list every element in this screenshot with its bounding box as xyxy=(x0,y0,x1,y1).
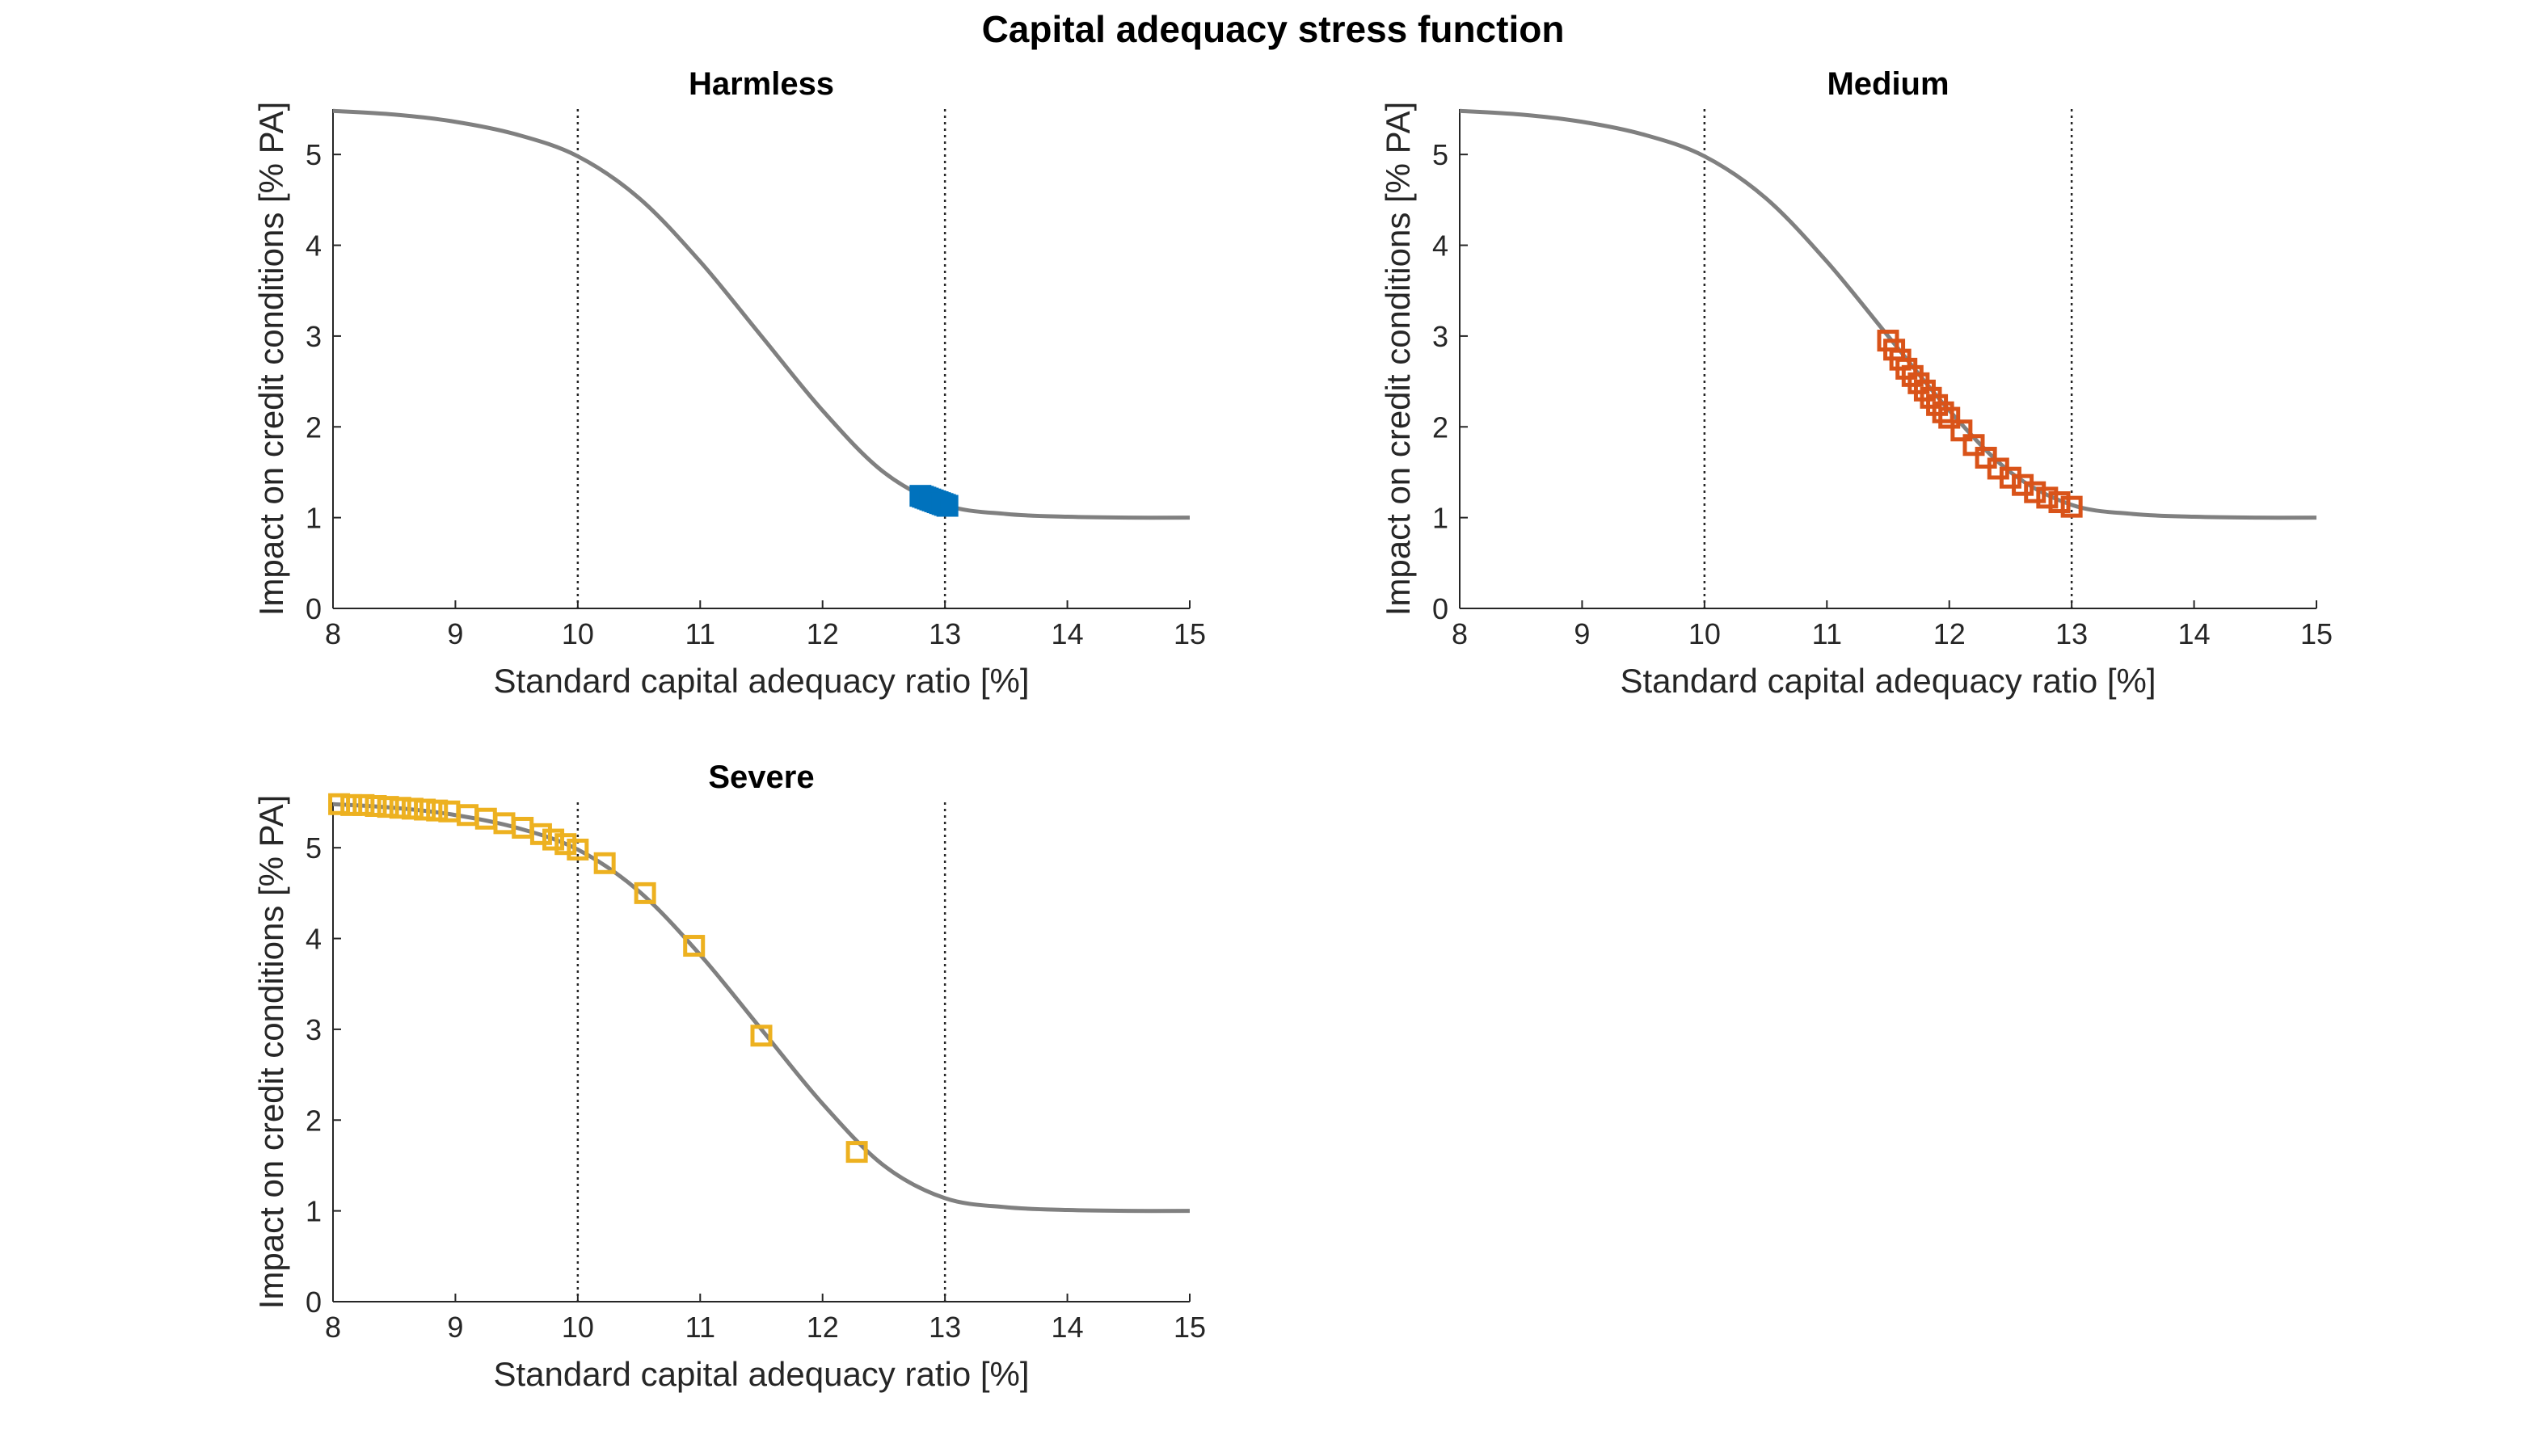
data-marker xyxy=(750,1025,773,1047)
figure-title: Capital adequacy stress function xyxy=(982,8,1565,50)
data-marker xyxy=(377,796,399,818)
x-tick-label: 8 xyxy=(325,617,341,650)
data-marker xyxy=(365,794,387,817)
y-tick-label: 1 xyxy=(1432,502,1448,535)
y-tick-label: 3 xyxy=(306,1013,322,1046)
y-tick-label: 2 xyxy=(306,1104,322,1137)
y-tick-label: 4 xyxy=(306,923,322,956)
x-tick-label: 8 xyxy=(1452,617,1468,650)
data-marker xyxy=(593,852,616,874)
data-marker xyxy=(542,828,565,851)
data-marker xyxy=(683,935,706,957)
subplot-title: Severe xyxy=(708,760,814,795)
y-tick-label: 5 xyxy=(1432,138,1448,171)
stress-curve xyxy=(1459,108,2317,520)
x-tick-label: 15 xyxy=(1174,617,1206,650)
x-tick-label: 9 xyxy=(1574,617,1590,650)
data-marker xyxy=(328,793,351,815)
x-tick-label: 10 xyxy=(562,617,594,650)
x-tick-label: 12 xyxy=(807,1311,839,1344)
x-tick-label: 11 xyxy=(685,1311,715,1344)
data-marker xyxy=(2048,491,2071,514)
x-tick-label: 14 xyxy=(2178,617,2211,650)
x-axis-label: Standard capital adequacy ratio [%] xyxy=(493,662,1029,700)
x-tick-label: 12 xyxy=(1933,617,1966,650)
data-marker xyxy=(426,799,449,822)
data-marker xyxy=(529,823,552,845)
x-tick-label: 9 xyxy=(447,617,463,650)
x-tick-label: 14 xyxy=(1052,617,1084,650)
x-tick-label: 13 xyxy=(2055,617,2088,650)
y-tick-label: 4 xyxy=(1432,229,1448,263)
y-axis-label: Impact on credit conditions [% PA] xyxy=(1379,102,1417,616)
y-tick-label: 1 xyxy=(306,1195,322,1228)
data-marker xyxy=(1932,401,1954,423)
data-marker xyxy=(2060,495,2083,518)
x-tick-label: 15 xyxy=(1174,1311,1206,1344)
x-tick-label: 11 xyxy=(685,617,715,650)
x-axis-label: Standard capital adequacy ratio [%] xyxy=(493,1355,1029,1393)
data-marker xyxy=(567,838,589,861)
x-tick-label: 13 xyxy=(929,1311,961,1344)
x-tick-label: 10 xyxy=(1688,617,1721,650)
y-axis-label: Impact on credit conditions [% PA] xyxy=(252,102,290,616)
y-tick-label: 5 xyxy=(306,138,322,171)
y-tick-label: 0 xyxy=(306,1286,322,1319)
data-marker xyxy=(2024,481,2046,503)
y-tick-label: 0 xyxy=(306,592,322,625)
data-marker xyxy=(352,793,375,816)
data-marker xyxy=(634,882,656,904)
data-marker xyxy=(414,798,436,821)
x-tick-label: 14 xyxy=(1052,1311,1084,1344)
data-marker xyxy=(401,797,424,820)
data-marker xyxy=(1938,406,1961,429)
y-tick-label: 2 xyxy=(1432,410,1448,444)
x-tick-label: 11 xyxy=(1812,617,1842,650)
y-tick-label: 0 xyxy=(1432,592,1448,625)
data-marker xyxy=(936,494,959,517)
data-marker xyxy=(845,1141,868,1164)
x-tick-label: 13 xyxy=(929,617,961,650)
y-tick-label: 3 xyxy=(306,320,322,353)
y-tick-label: 4 xyxy=(306,229,322,263)
data-marker xyxy=(554,833,577,856)
x-axis-label: Standard capital adequacy ratio [%] xyxy=(1620,662,2156,700)
y-tick-label: 3 xyxy=(1432,320,1448,353)
x-tick-label: 10 xyxy=(562,1311,594,1344)
data-marker xyxy=(1950,419,1973,442)
y-axis-label: Impact on credit conditions [% PA] xyxy=(252,795,290,1310)
x-tick-label: 9 xyxy=(447,1311,463,1344)
x-tick-label: 15 xyxy=(2300,617,2333,650)
data-marker xyxy=(1962,434,1985,457)
x-tick-label: 8 xyxy=(325,1311,341,1344)
data-marker xyxy=(340,793,363,816)
y-tick-label: 1 xyxy=(306,502,322,535)
data-marker xyxy=(389,797,411,819)
stress-curve xyxy=(332,108,1191,520)
x-tick-label: 12 xyxy=(807,617,839,650)
y-tick-label: 2 xyxy=(306,410,322,444)
stress-curve xyxy=(332,802,1191,1214)
subplot-title: Harmless xyxy=(689,66,834,102)
y-tick-label: 5 xyxy=(306,831,322,865)
data-marker xyxy=(2036,486,2059,509)
subplot-title: Medium xyxy=(1827,66,1949,102)
